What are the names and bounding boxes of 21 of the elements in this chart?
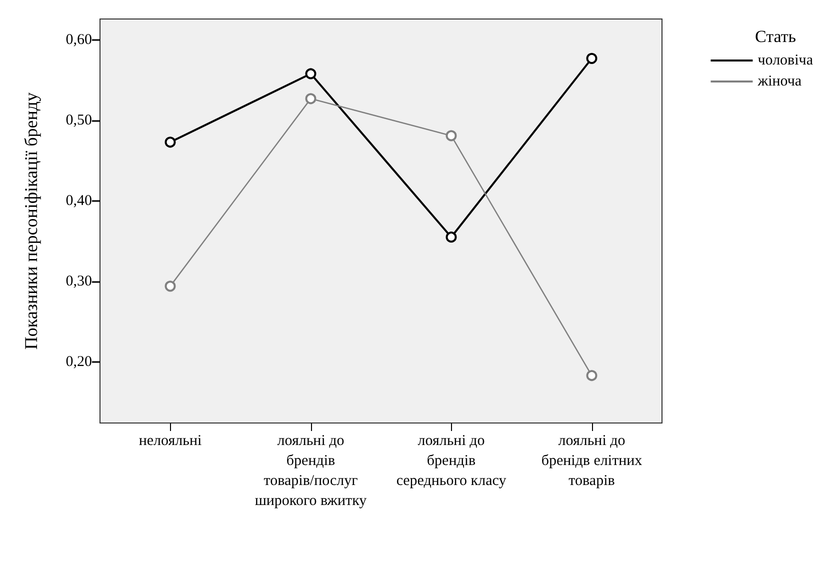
- x-tick-label: лояльні до брендів товарів/послуг широкого вжитку: [254, 433, 368, 509]
- point: [586, 52, 598, 64]
- x-tick-label: лояльні до брендів середнього класу: [396, 433, 507, 489]
- point: [446, 130, 457, 142]
- y-tick-label: 0,40: [66, 192, 92, 209]
- y-tick-label: 0,60: [66, 32, 92, 48]
- x-tick-label: нелояльні: [138, 433, 202, 449]
- point: [586, 370, 598, 382]
- y-axis-title: Показники персоніфікації бренду: [21, 92, 41, 350]
- point: [305, 93, 316, 104]
- legend-title: Стать: [754, 27, 796, 46]
- point: [446, 232, 457, 243]
- point: [164, 136, 176, 148]
- x-tick-label: лояльні до бренідв елітних товарів: [541, 433, 643, 489]
- legend-label: чоловіча: [758, 52, 814, 68]
- point: [164, 280, 176, 292]
- point: [305, 68, 316, 80]
- y-tick-label: 0,20: [66, 354, 92, 370]
- legend-label: жіноча: [756, 74, 802, 90]
- y-tick-label: 0,30: [66, 273, 92, 290]
- y-tick-label: 0,50: [66, 112, 92, 128]
